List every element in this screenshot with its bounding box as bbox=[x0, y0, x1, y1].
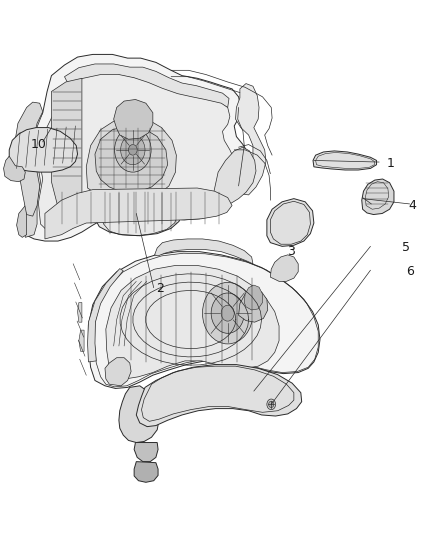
Text: 2: 2 bbox=[156, 282, 164, 295]
Text: 4: 4 bbox=[409, 199, 417, 212]
Polygon shape bbox=[14, 102, 43, 216]
Polygon shape bbox=[25, 54, 252, 241]
Polygon shape bbox=[88, 269, 123, 362]
Text: 5: 5 bbox=[402, 241, 410, 254]
Polygon shape bbox=[313, 151, 377, 170]
Polygon shape bbox=[39, 73, 234, 230]
Polygon shape bbox=[20, 108, 43, 203]
Polygon shape bbox=[4, 156, 25, 182]
Polygon shape bbox=[244, 285, 262, 310]
Polygon shape bbox=[45, 188, 232, 239]
Polygon shape bbox=[362, 179, 394, 215]
Circle shape bbox=[202, 282, 253, 344]
Polygon shape bbox=[23, 203, 37, 237]
Polygon shape bbox=[214, 147, 256, 211]
Polygon shape bbox=[17, 203, 27, 237]
Polygon shape bbox=[270, 255, 298, 281]
Text: 6: 6 bbox=[406, 265, 414, 278]
Polygon shape bbox=[134, 462, 158, 482]
Polygon shape bbox=[155, 239, 253, 264]
Circle shape bbox=[221, 305, 234, 321]
Polygon shape bbox=[95, 187, 182, 236]
Text: 1: 1 bbox=[387, 157, 395, 169]
Polygon shape bbox=[114, 100, 153, 139]
Text: 10: 10 bbox=[31, 138, 46, 151]
Text: 3: 3 bbox=[287, 245, 295, 258]
Polygon shape bbox=[78, 303, 82, 322]
Polygon shape bbox=[267, 199, 314, 246]
Circle shape bbox=[120, 135, 145, 165]
Circle shape bbox=[211, 293, 244, 333]
Polygon shape bbox=[86, 117, 177, 202]
Polygon shape bbox=[9, 127, 78, 172]
Polygon shape bbox=[64, 64, 229, 108]
Polygon shape bbox=[79, 330, 84, 351]
Polygon shape bbox=[95, 126, 168, 192]
Polygon shape bbox=[239, 290, 268, 322]
Polygon shape bbox=[88, 252, 320, 389]
Polygon shape bbox=[136, 365, 302, 426]
Circle shape bbox=[267, 399, 276, 410]
Circle shape bbox=[115, 127, 151, 172]
Polygon shape bbox=[106, 265, 279, 379]
Polygon shape bbox=[232, 84, 266, 195]
Polygon shape bbox=[119, 386, 159, 442]
Circle shape bbox=[128, 144, 137, 155]
Polygon shape bbox=[51, 78, 82, 211]
Polygon shape bbox=[134, 442, 158, 462]
Polygon shape bbox=[105, 358, 131, 386]
Circle shape bbox=[268, 401, 274, 408]
